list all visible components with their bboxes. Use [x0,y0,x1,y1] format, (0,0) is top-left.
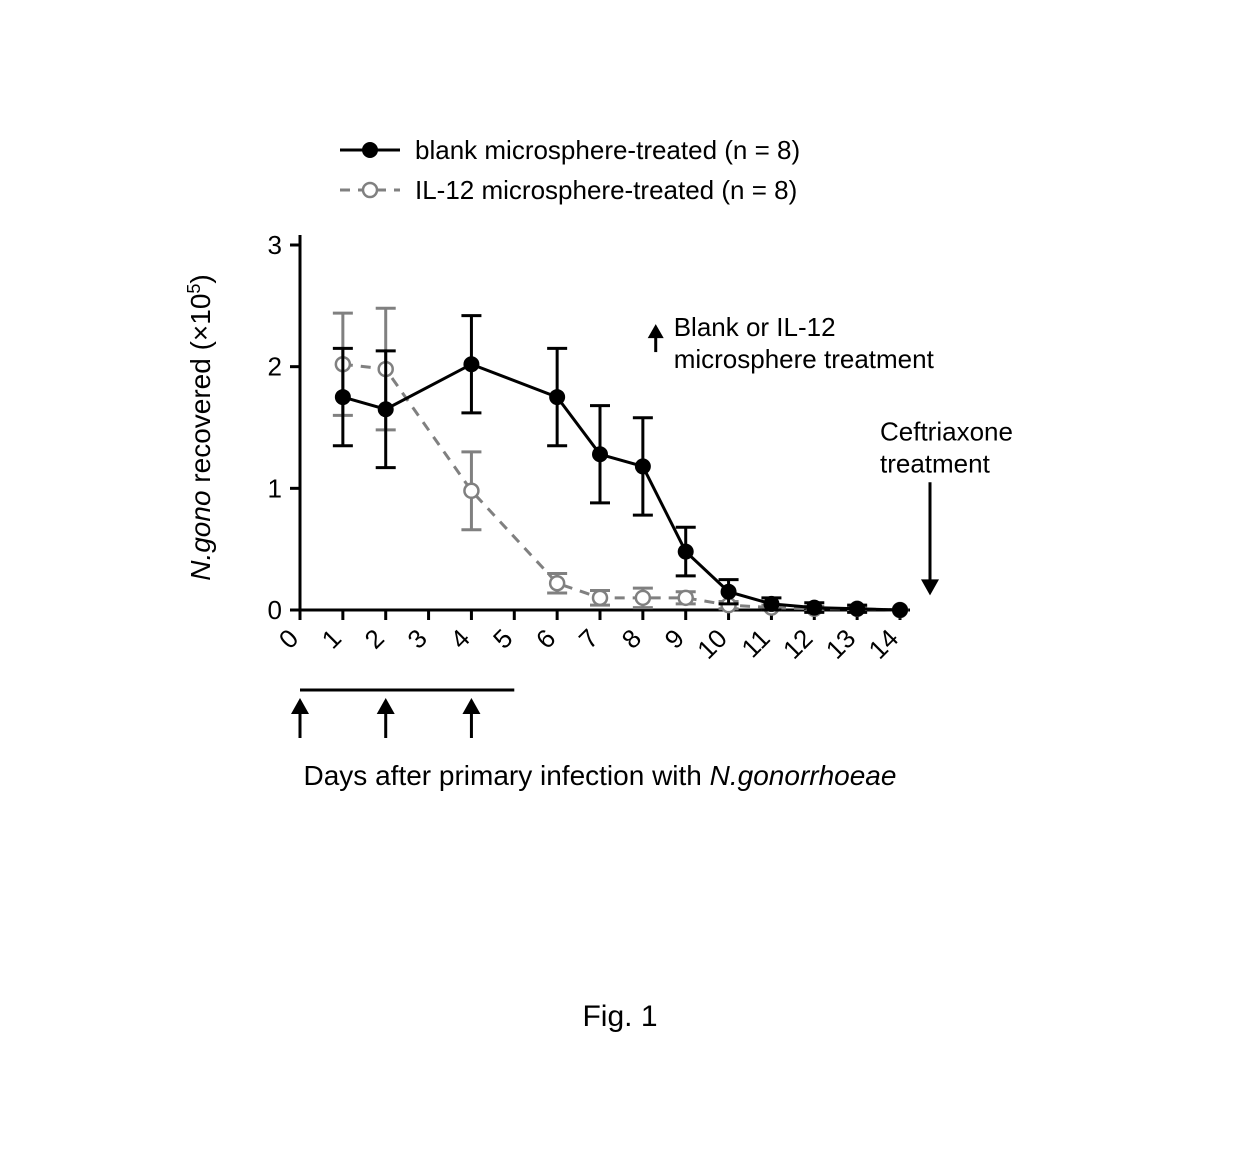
marker-il12 [593,591,607,605]
annotation-arrow-icon-head [648,324,664,338]
x-tick-label: 12 [777,623,819,665]
x-tick-label: 10 [691,623,733,665]
y-axis-title: N.gono recovered (×105) [184,274,216,581]
marker-blank [593,447,607,461]
marker-blank [722,585,736,599]
x-axis-title: Days after primary infection with N.gono… [304,760,897,791]
x-tick-label: 0 [273,623,304,654]
y-tick-label: 2 [268,352,282,382]
marker-blank [550,390,564,404]
x-tick-label: 5 [487,623,518,654]
marker-blank [379,402,393,416]
annotation-ceftriaxone-line2: treatment [880,448,991,478]
series-line-blank [343,364,900,610]
annotation-treatment-line2: microsphere treatment [674,344,935,374]
marker-blank [807,601,821,615]
legend-marker-blank [363,143,377,157]
annotation-treatment-line1: Blank or IL-12 [674,312,836,342]
marker-blank [679,545,693,559]
legend-marker-il12 [363,183,377,197]
legend-label-il12: IL-12 microsphere-treated (n = 8) [415,175,797,205]
marker-blank [464,357,478,371]
x-tick-label: 6 [530,623,561,654]
x-tick-label: 3 [401,623,432,654]
marker-blank [336,390,350,404]
treatment-arrow-head [377,698,395,714]
marker-il12 [464,484,478,498]
series-line-il12 [343,364,900,610]
ceftriaxone-arrow-head [921,579,939,595]
treatment-arrow-head [462,698,480,714]
marker-blank [764,597,778,611]
y-tick-label: 1 [268,473,282,503]
marker-blank [893,603,907,617]
x-tick-label: 7 [573,623,604,654]
treatment-arrow-head [291,698,309,714]
y-tick-label: 3 [268,230,282,260]
marker-il12 [636,591,650,605]
x-tick-label: 4 [444,623,475,654]
chart-container: blank microsphere-treated (n = 8)IL-12 m… [140,140,1100,840]
y-tick-label: 0 [268,595,282,625]
x-tick-label: 14 [863,623,905,665]
x-tick-label: 13 [820,623,862,665]
chart-svg: blank microsphere-treated (n = 8)IL-12 m… [140,140,1100,840]
page: blank microsphere-treated (n = 8) IL-12 m… [0,0,1240,1172]
x-tick-label: 11 [735,623,775,663]
marker-blank [636,459,650,473]
x-tick-label: 1 [316,623,347,654]
annotation-ceftriaxone-line1: Ceftriaxone [880,416,1013,446]
marker-il12 [679,591,693,605]
marker-il12 [550,576,564,590]
legend-label-blank: blank microsphere-treated (n = 8) [415,135,800,165]
marker-blank [850,602,864,616]
x-tick-label: 9 [659,623,690,654]
figure-label: Fig. 1 [0,1000,1240,1034]
x-tick-label: 2 [359,623,390,654]
x-tick-label: 8 [616,623,647,654]
